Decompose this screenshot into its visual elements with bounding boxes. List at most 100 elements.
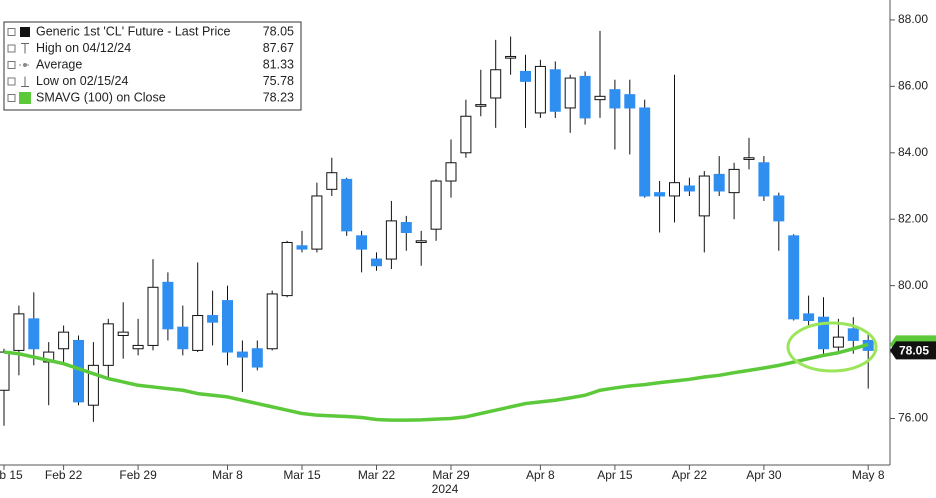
y-tick-label: 86.00 xyxy=(898,79,928,93)
candle-body xyxy=(28,318,40,350)
legend-label: Average xyxy=(36,57,82,71)
candle-body xyxy=(549,69,561,112)
x-tick-label: Mar 8 xyxy=(212,468,243,482)
candle-body xyxy=(251,348,263,368)
candle-body xyxy=(311,195,323,250)
candle-body xyxy=(683,185,695,192)
candle-body xyxy=(415,240,427,243)
candle-body xyxy=(281,241,293,297)
candle-body xyxy=(579,75,591,119)
candle-body xyxy=(639,107,651,197)
last-price-label: 78.05 xyxy=(899,344,929,358)
candle-body xyxy=(609,89,621,109)
candle-body xyxy=(832,336,844,348)
legend-entry: High on 04/12/24 87.67 xyxy=(7,41,294,55)
legend-icon xyxy=(19,92,31,104)
candle-body xyxy=(0,351,10,391)
legend-entry: Average 81.33 xyxy=(7,57,294,71)
x-tick-label: May 8 xyxy=(852,468,885,482)
legend-label: High on 04/12/24 xyxy=(36,41,131,55)
candle-body xyxy=(788,235,800,320)
legend-value: 87.67 xyxy=(263,41,294,55)
legend-box xyxy=(3,21,302,111)
candle-body xyxy=(773,195,785,222)
candle-body xyxy=(505,55,517,59)
x-tick-label: Apr 8 xyxy=(526,468,555,482)
candle-body xyxy=(698,175,710,217)
candle-body xyxy=(222,300,233,353)
candle-body xyxy=(341,178,353,232)
x-tick-label: Feb 29 xyxy=(119,468,157,482)
candle-body xyxy=(803,313,815,322)
legend-toggle xyxy=(7,61,16,69)
candle-body xyxy=(58,331,70,350)
x-tick-label: Mar 22 xyxy=(358,468,396,482)
legend-entry: Low on 02/15/24 75.78 xyxy=(7,74,294,88)
candle-body xyxy=(818,316,829,350)
candle-body xyxy=(356,235,368,250)
x-tick-label: Apr 30 xyxy=(746,468,782,482)
legend: Generic 1st 'CL' Future - Last Price 78.0… xyxy=(3,21,302,111)
candle-body xyxy=(117,331,129,336)
candle-body xyxy=(564,77,576,109)
candle-body xyxy=(728,168,740,194)
x-tick-label: Apr 22 xyxy=(672,468,708,482)
candle-body xyxy=(743,157,755,160)
candle-body xyxy=(758,162,770,197)
candle-body xyxy=(13,313,25,351)
candle-body xyxy=(266,293,278,350)
legend-label: SMAVG (100) on Close xyxy=(36,90,166,104)
candle-body xyxy=(847,328,859,341)
candle-body xyxy=(326,172,338,190)
candle-body xyxy=(147,286,159,346)
sma-line xyxy=(3,342,869,422)
candle-body xyxy=(102,323,114,366)
legend-label: Generic 1st 'CL' Future - Last Price xyxy=(36,24,230,38)
legend-label: Low on 02/15/24 xyxy=(36,74,128,88)
legend-toggle xyxy=(7,28,16,36)
legend-toggle xyxy=(7,77,16,86)
y-tick-label: 82.00 xyxy=(898,211,928,225)
last-price-tag xyxy=(890,341,936,360)
candle-body xyxy=(445,162,457,182)
candle-body xyxy=(87,364,99,406)
x-tick-label: Feb 22 xyxy=(45,468,83,482)
y-tick-label: 84.00 xyxy=(898,145,928,159)
candle-body xyxy=(400,222,412,234)
legend-value: 78.05 xyxy=(263,24,294,38)
candle-body xyxy=(624,94,636,109)
candle-body xyxy=(162,281,174,330)
candle-body xyxy=(296,245,308,250)
x-tick-label: Feb 15 xyxy=(0,468,23,482)
candle-body xyxy=(430,180,442,230)
y-tick-label: 88.00 xyxy=(898,12,928,26)
legend-icon xyxy=(23,63,27,67)
legend-toggle xyxy=(7,94,16,102)
legend-toggle xyxy=(7,44,16,53)
legend-value: 78.23 xyxy=(263,90,294,104)
candle-body xyxy=(207,315,219,323)
candle-body xyxy=(192,315,204,351)
legend-entry: Generic 1st 'CL' Future - Last Price 78.0… xyxy=(7,24,294,38)
candle-body xyxy=(460,115,472,154)
x-tick-label: Mar 29 xyxy=(432,468,470,482)
candle-body xyxy=(594,95,606,101)
highlight-ellipse xyxy=(786,321,878,373)
legend-entry: SMAVG (100) on Close 78.23 xyxy=(7,90,294,104)
x-tick-label: Apr 15 xyxy=(597,468,633,482)
legend-value: 81.33 xyxy=(263,57,294,71)
candle-body xyxy=(713,173,725,192)
candle-body xyxy=(490,69,502,99)
candle-body xyxy=(475,104,487,107)
candle-body xyxy=(132,344,144,350)
candle-body xyxy=(385,220,397,260)
candle-body xyxy=(371,258,382,267)
y-tick-label: 80.00 xyxy=(898,278,928,292)
candle-body xyxy=(669,182,680,197)
x-axis-label: 2024 xyxy=(432,482,459,496)
candle-body xyxy=(654,192,666,197)
x-tick-label: Mar 15 xyxy=(283,468,321,482)
candle-body xyxy=(236,351,248,358)
candle-body xyxy=(534,65,546,114)
